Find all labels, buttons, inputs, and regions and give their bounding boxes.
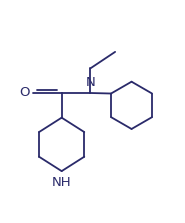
Text: O: O bbox=[19, 87, 30, 99]
Text: N: N bbox=[86, 76, 95, 89]
Text: NH: NH bbox=[52, 176, 71, 189]
